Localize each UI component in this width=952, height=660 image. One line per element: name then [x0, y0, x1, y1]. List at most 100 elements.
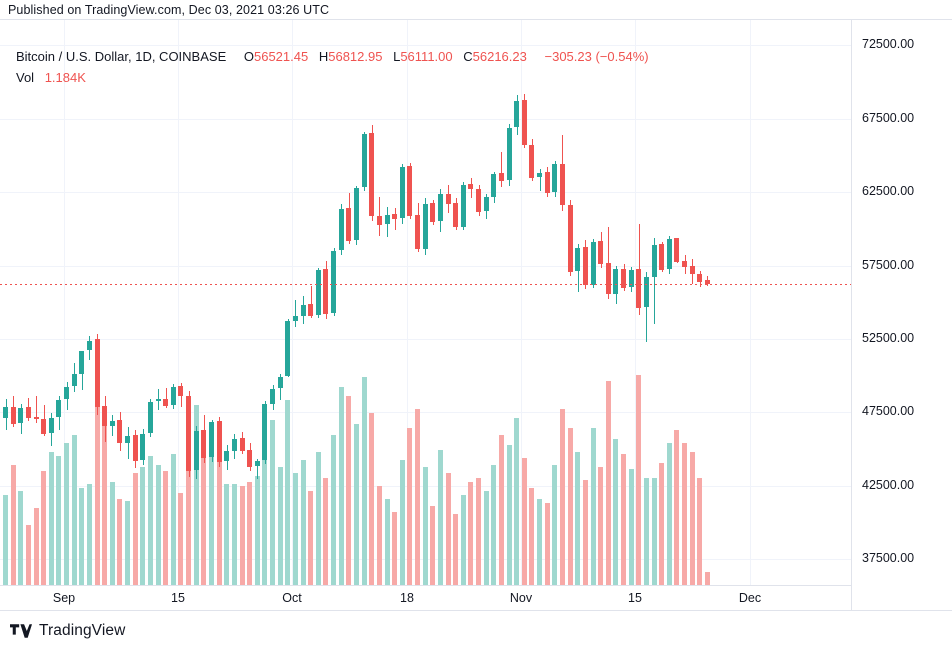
volume-bar [323, 477, 329, 585]
volume-bar [64, 443, 70, 585]
candle-body [140, 433, 146, 461]
candle-body [254, 460, 260, 467]
candle-body [132, 435, 138, 461]
candle-body [498, 173, 504, 182]
candle-body [430, 203, 436, 222]
legend-symbol[interactable]: Bitcoin / U.S. Dollar, 1D, COINBASE [16, 49, 227, 64]
candle-body [125, 435, 131, 443]
price-axis-label: 47500.00 [862, 404, 915, 418]
candle-body [636, 269, 642, 309]
volume-bar [415, 408, 421, 585]
candle-body [559, 163, 565, 206]
candle-body [552, 164, 558, 193]
gridline-vertical [407, 20, 408, 585]
candle-body [376, 215, 382, 225]
volume-bar [277, 466, 283, 585]
candle-body [71, 374, 77, 387]
volume-bar [346, 396, 352, 585]
candle-body [415, 214, 421, 250]
candle-body [79, 350, 85, 374]
volume-bar [384, 499, 390, 585]
gridline-horizontal [0, 339, 851, 340]
time-axis[interactable]: Sep 15 Oct 18 Nov 15 Dec [0, 585, 851, 611]
candle-wick [295, 300, 296, 328]
tradingview-logo-icon [10, 624, 32, 638]
candle-body [231, 438, 237, 451]
volume-bar [147, 456, 153, 585]
volume-bar [338, 387, 344, 585]
candle-body [476, 188, 482, 213]
candle-body [621, 268, 627, 288]
candle-body [697, 273, 703, 282]
candle-body [674, 238, 680, 262]
volume-bar [178, 492, 184, 585]
legend-high-key: H [318, 49, 329, 64]
volume-bar [186, 400, 192, 585]
price-axis[interactable]: 72500.00 67500.00 62500.00 57500.00 52500.00… [851, 20, 952, 611]
volume-bar [79, 488, 85, 585]
price-axis-label: 57500.00 [862, 258, 915, 272]
candle-body [666, 239, 672, 270]
candle-body [422, 203, 428, 249]
candle-body [468, 184, 474, 190]
candle-body [10, 406, 16, 425]
candle-body [567, 204, 573, 272]
candle-body [506, 127, 512, 181]
legend-open-key: O [243, 49, 254, 64]
candle-wick [654, 237, 655, 325]
tradingview-wordmark: TradingView [39, 622, 126, 639]
volume-bar [704, 572, 710, 585]
volume-bar [445, 473, 451, 585]
candle-body [48, 417, 54, 434]
volume-bar [437, 449, 443, 585]
volume-bar [422, 466, 428, 585]
volume-bar [636, 374, 642, 585]
candle-body [453, 203, 459, 228]
candle-body [613, 269, 619, 294]
volume-bar [231, 484, 237, 585]
candle-body [598, 241, 604, 265]
candle-body [170, 386, 176, 406]
volume-bar [25, 524, 31, 585]
gridline-vertical [750, 20, 751, 585]
candle-body [628, 270, 634, 287]
volume-bar [491, 464, 497, 585]
volume-bar [476, 477, 482, 585]
volume-bar [48, 451, 54, 585]
candle-body [582, 247, 588, 286]
gridline-horizontal [0, 192, 851, 193]
volume-bar [86, 484, 92, 585]
volume-bar [56, 456, 62, 585]
volume-bar [308, 490, 314, 585]
candle-body [689, 266, 695, 275]
gridline-vertical [635, 20, 636, 585]
candle-body [331, 250, 337, 314]
chart-pane[interactable] [0, 20, 851, 585]
volume-bar [651, 477, 657, 585]
candle-body [292, 316, 298, 321]
volume-bar [582, 479, 588, 585]
volume-bar [361, 376, 367, 585]
legend-volume-value: 1.184K [44, 70, 86, 85]
candle-body [64, 386, 70, 400]
candle-body [56, 399, 62, 417]
volume-bar [598, 466, 604, 585]
tradingview-footer: TradingView [10, 622, 125, 640]
gridline-vertical [292, 20, 293, 585]
volume-bar [132, 473, 138, 585]
volume-bar [10, 464, 16, 585]
candle-body [491, 173, 497, 197]
candle-body [384, 214, 390, 224]
last-price-line [0, 284, 851, 285]
candle-body [437, 194, 443, 221]
volume-bar [453, 514, 459, 585]
volume-bar [537, 499, 543, 585]
candle-body [651, 245, 657, 277]
volume-bar [102, 417, 108, 585]
candle-body [338, 209, 344, 251]
volume-bar [125, 501, 131, 585]
gridline-vertical [64, 20, 65, 585]
volume-bar [353, 423, 359, 585]
volume-bar [621, 454, 627, 585]
candle-body [590, 242, 596, 285]
